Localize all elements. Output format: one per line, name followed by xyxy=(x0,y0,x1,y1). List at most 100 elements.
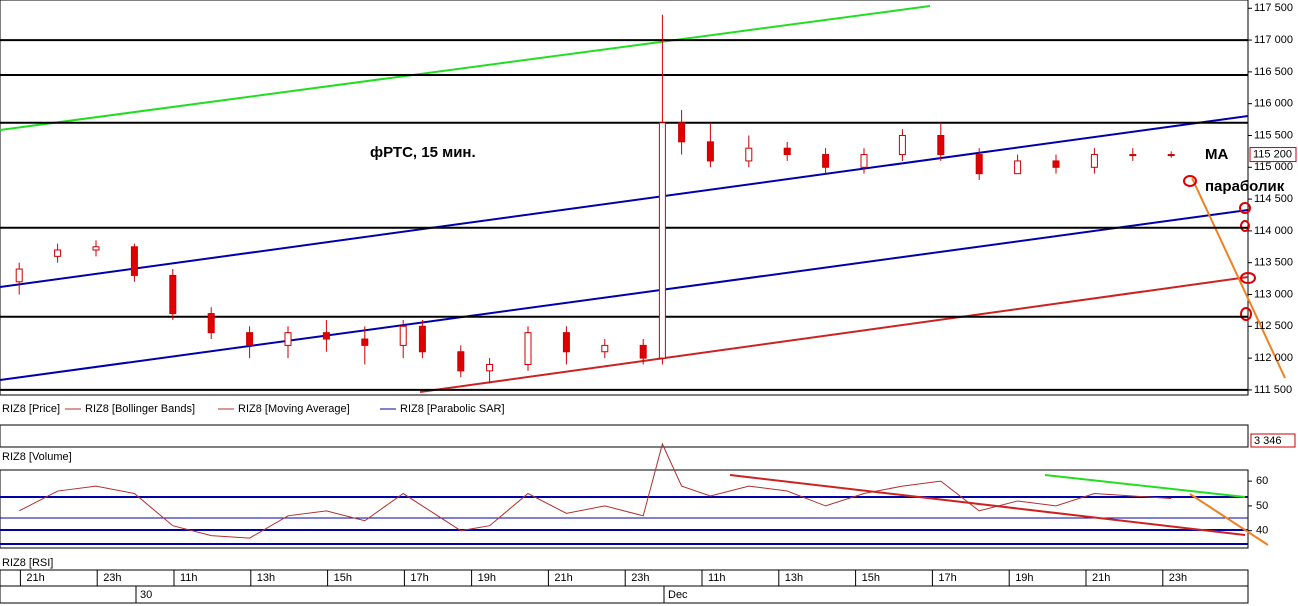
annotation: параболик xyxy=(1205,178,1285,195)
x-tick-label: 15h xyxy=(334,572,352,584)
y-tick-label: 111 500 xyxy=(1254,384,1292,396)
candle-body xyxy=(562,332,570,353)
y-tick-label: 116 500 xyxy=(1254,66,1293,78)
trend-line xyxy=(0,209,1249,381)
rsi-tick-label: 50 xyxy=(1256,500,1268,512)
date-label: 30 xyxy=(140,589,152,601)
legend-label: RIZ8 [Parabolic SAR] xyxy=(400,403,505,415)
x-tick-label: 13h xyxy=(785,572,803,584)
candle-body xyxy=(1167,154,1175,157)
candle-body xyxy=(418,325,426,353)
volume-last-box xyxy=(1250,433,1296,448)
chart-title: фРТС, 15 мин. xyxy=(370,144,476,161)
panel-label: RIZ8 [RSI] xyxy=(2,557,53,569)
annotation: МА xyxy=(1205,146,1228,163)
x-tick-label: 19h xyxy=(1015,572,1033,584)
candle-body xyxy=(399,325,407,346)
candle-body xyxy=(15,268,23,283)
legend-label: RIZ8 [Price] xyxy=(2,403,60,415)
candle-body xyxy=(860,154,868,168)
y-tick-label: 115 000 xyxy=(1254,161,1293,173)
candle-body xyxy=(169,274,177,315)
candle-body xyxy=(975,154,983,175)
rsi-tick-label: 40 xyxy=(1256,525,1268,537)
y-tick-label: 117 500 xyxy=(1254,2,1293,14)
y-tick-label: 114 000 xyxy=(1254,225,1293,237)
last-price-box xyxy=(1249,147,1297,163)
trend-lines xyxy=(0,5,1286,546)
candle-body xyxy=(898,134,906,156)
marker xyxy=(1183,175,1197,187)
y-tick-label: 114 500 xyxy=(1254,193,1293,205)
last-price: 115 200 xyxy=(1253,148,1292,160)
candle-body xyxy=(322,332,330,340)
y-tick-label: 116 000 xyxy=(1254,98,1293,110)
x-tick-label: 17h xyxy=(938,572,956,584)
candle-body xyxy=(706,141,714,162)
rsi-forecast xyxy=(1189,493,1269,546)
rsi-tick-label: 60 xyxy=(1256,475,1268,487)
x-tick-label: 23h xyxy=(103,572,121,584)
trend-line xyxy=(0,115,1249,288)
candle-body xyxy=(54,249,62,257)
candle-body xyxy=(601,344,609,353)
candle-body xyxy=(639,344,647,359)
rsi-line xyxy=(18,442,1172,539)
candle-body xyxy=(745,147,753,162)
candle-body xyxy=(658,122,666,359)
candle-body xyxy=(246,332,254,346)
volume-last: 3 346 xyxy=(1254,435,1282,447)
y-tick-label: 113 000 xyxy=(1254,288,1293,300)
x-tick-label: 15h xyxy=(862,572,880,584)
x-tick-label: 11h xyxy=(180,572,198,584)
marker xyxy=(1239,202,1251,214)
x-tick-label: 21h xyxy=(554,572,572,584)
candle-body xyxy=(1014,160,1022,175)
rsi-trend xyxy=(1044,474,1246,498)
x-tick-label: 21h xyxy=(1092,572,1110,584)
legend-label: RIZ8 [Bollinger Bands] xyxy=(85,403,195,415)
trend-line xyxy=(0,5,931,131)
panel-label: RIZ8 [Volume] xyxy=(2,451,72,463)
y-tick-label: 113 500 xyxy=(1254,257,1293,269)
volume-panel xyxy=(0,424,1249,448)
trend-line xyxy=(419,276,1249,393)
candle-body xyxy=(1052,160,1060,168)
y-tick-label: 112 000 xyxy=(1254,352,1293,364)
rsi-panel xyxy=(0,469,1249,549)
price-panel xyxy=(0,0,1249,396)
x-tick-label: 17h xyxy=(410,572,428,584)
x-tick-label: 19h xyxy=(478,572,496,584)
candle-body xyxy=(822,154,830,168)
candle-body xyxy=(207,313,215,334)
candle-body xyxy=(284,332,292,346)
candle-body xyxy=(361,338,369,346)
legend-label: RIZ8 [Moving Average] xyxy=(238,403,350,415)
candle-body xyxy=(457,351,465,372)
y-tick-label: 117 000 xyxy=(1254,34,1293,46)
date-label: Dec xyxy=(668,589,688,601)
x-tick-label: 23h xyxy=(631,572,649,584)
candle-body xyxy=(1090,154,1098,168)
x-tick-label: 23h xyxy=(1169,572,1187,584)
marker xyxy=(1240,220,1250,232)
candle-body xyxy=(92,246,100,251)
candle-body xyxy=(524,332,532,365)
y-tick-label: 112 500 xyxy=(1254,320,1293,332)
candle-body xyxy=(130,246,138,276)
marker xyxy=(1240,272,1256,284)
candle-body xyxy=(678,122,686,143)
candle-body xyxy=(486,363,494,372)
x-tick-label: 21h xyxy=(26,572,44,584)
marker xyxy=(1240,307,1252,321)
rsi-trend xyxy=(729,474,1246,536)
x-tick-label: 13h xyxy=(257,572,275,584)
y-tick-label: 115 500 xyxy=(1254,129,1293,141)
candle-body xyxy=(783,147,791,156)
candle-body xyxy=(1129,154,1137,157)
x-tick-label: 11h xyxy=(708,572,726,584)
forecast-line xyxy=(1191,177,1286,379)
candle-body xyxy=(937,134,945,156)
